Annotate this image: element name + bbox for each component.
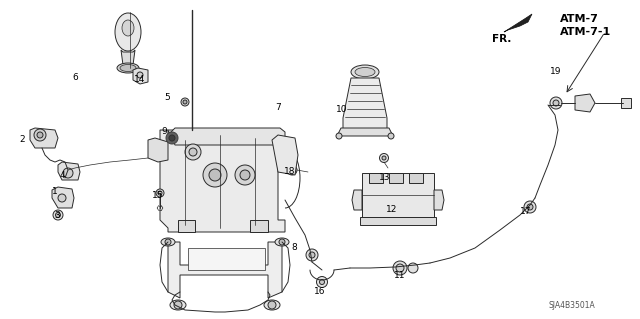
Circle shape (203, 163, 227, 187)
Polygon shape (148, 138, 168, 162)
Circle shape (56, 212, 61, 218)
Ellipse shape (351, 65, 379, 79)
Circle shape (524, 201, 536, 213)
Circle shape (380, 153, 388, 162)
Polygon shape (188, 248, 265, 270)
Text: 14: 14 (134, 76, 146, 85)
Polygon shape (504, 14, 532, 32)
Circle shape (336, 133, 342, 139)
Polygon shape (362, 173, 434, 217)
Circle shape (279, 239, 285, 245)
Text: 3: 3 (54, 211, 60, 219)
Circle shape (137, 72, 143, 78)
Text: 8: 8 (291, 242, 297, 251)
Circle shape (388, 133, 394, 139)
Polygon shape (133, 68, 148, 84)
Circle shape (553, 100, 559, 106)
Circle shape (240, 170, 250, 180)
Text: 5: 5 (164, 93, 170, 101)
Polygon shape (434, 190, 444, 210)
Bar (621, 98, 631, 108)
Ellipse shape (170, 300, 186, 310)
Ellipse shape (275, 238, 289, 246)
Circle shape (189, 148, 197, 156)
Polygon shape (168, 242, 282, 298)
Text: 19: 19 (550, 68, 562, 77)
Polygon shape (337, 128, 393, 136)
Polygon shape (160, 130, 285, 232)
Polygon shape (352, 190, 362, 210)
Circle shape (408, 263, 418, 273)
Ellipse shape (115, 13, 141, 51)
Ellipse shape (264, 300, 280, 310)
Circle shape (63, 168, 73, 178)
Polygon shape (178, 220, 195, 232)
Circle shape (156, 189, 164, 197)
Circle shape (287, 165, 297, 175)
Circle shape (268, 301, 276, 309)
Polygon shape (360, 217, 436, 225)
Circle shape (183, 100, 187, 104)
Ellipse shape (120, 64, 136, 71)
Polygon shape (58, 162, 80, 180)
Circle shape (393, 261, 407, 275)
Polygon shape (30, 128, 58, 148)
Polygon shape (575, 94, 595, 112)
Text: 12: 12 (387, 204, 397, 213)
Text: 10: 10 (336, 106, 348, 115)
Text: ATM-7: ATM-7 (560, 14, 599, 24)
Polygon shape (409, 173, 423, 183)
Circle shape (319, 279, 324, 285)
Text: FR.: FR. (492, 34, 511, 44)
Circle shape (309, 252, 315, 258)
Circle shape (209, 169, 221, 181)
Circle shape (550, 97, 562, 109)
Circle shape (527, 204, 533, 210)
Polygon shape (272, 135, 298, 175)
Circle shape (34, 129, 46, 141)
Polygon shape (343, 78, 387, 130)
Polygon shape (52, 187, 74, 208)
Text: 11: 11 (394, 271, 406, 279)
Text: 9: 9 (161, 127, 167, 136)
Text: 13: 13 (380, 174, 391, 182)
Circle shape (317, 277, 328, 287)
Text: SJA4B3501A: SJA4B3501A (548, 300, 595, 309)
Text: 17: 17 (520, 207, 532, 217)
Polygon shape (389, 173, 403, 183)
Polygon shape (168, 128, 285, 145)
Circle shape (158, 191, 162, 195)
Ellipse shape (117, 63, 139, 73)
Circle shape (289, 167, 294, 173)
Circle shape (396, 264, 404, 272)
Text: ATM-7-1: ATM-7-1 (560, 27, 611, 37)
Text: 15: 15 (152, 191, 164, 201)
Circle shape (185, 144, 201, 160)
Text: 6: 6 (72, 73, 78, 83)
Text: 2: 2 (19, 135, 25, 144)
Ellipse shape (161, 238, 175, 246)
Circle shape (37, 132, 43, 138)
Circle shape (235, 165, 255, 185)
Circle shape (53, 210, 63, 220)
Circle shape (306, 249, 318, 261)
Text: 16: 16 (314, 286, 326, 295)
Polygon shape (250, 220, 268, 232)
Circle shape (181, 98, 189, 106)
Ellipse shape (355, 68, 375, 77)
Text: 18: 18 (284, 167, 296, 176)
Circle shape (169, 135, 175, 141)
Text: 1: 1 (52, 188, 58, 197)
Polygon shape (121, 50, 135, 65)
Circle shape (382, 156, 386, 160)
Circle shape (58, 194, 66, 202)
Polygon shape (369, 173, 383, 183)
Circle shape (166, 132, 178, 144)
Circle shape (165, 239, 171, 245)
Text: 4: 4 (59, 170, 65, 180)
Text: 7: 7 (275, 102, 281, 112)
Circle shape (174, 301, 182, 309)
Ellipse shape (122, 20, 134, 36)
